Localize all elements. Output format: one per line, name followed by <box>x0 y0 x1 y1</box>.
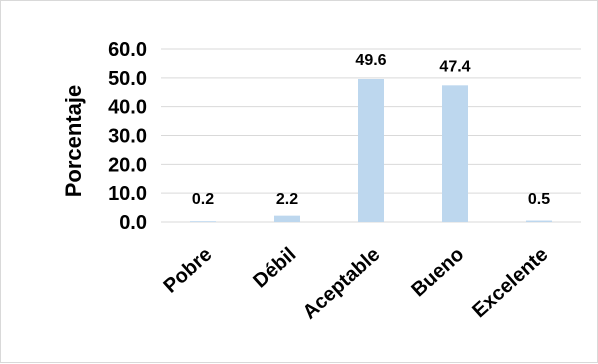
y-tick-label: 60.0 <box>108 39 147 61</box>
y-tick-label: 50.0 <box>108 68 147 90</box>
bar-pobre <box>190 221 216 222</box>
x-category-label: Débil <box>249 243 300 292</box>
bar-excelente <box>526 220 552 222</box>
bar-aceptable <box>358 78 384 222</box>
y-tick-label: 0.0 <box>119 212 147 234</box>
data-label: 0.5 <box>528 191 550 208</box>
y-tick-label: 10.0 <box>108 183 147 205</box>
x-category-label: Aceptable <box>299 243 385 323</box>
y-tick-label: 30.0 <box>108 126 147 148</box>
data-label: 49.6 <box>355 52 386 69</box>
x-category-label: Pobre <box>159 243 216 297</box>
y-tick-label: 40.0 <box>108 97 147 119</box>
x-category-label: Bueno <box>407 243 468 301</box>
data-labels: 0.2 2.2 49.6 47.4 0.5 <box>192 52 550 208</box>
data-label: 0.2 <box>192 191 214 208</box>
x-category-label: Excelente <box>468 243 552 322</box>
y-axis-title: Porcentaje <box>61 85 86 198</box>
bars <box>190 78 552 222</box>
bar-débil <box>274 215 300 222</box>
data-label: 2.2 <box>276 191 298 208</box>
data-label: 47.4 <box>439 58 470 75</box>
y-axis-tick-labels: 0.0 10.0 20.0 30.0 40.0 50.0 60.0 <box>108 39 147 234</box>
y-tick-label: 20.0 <box>108 154 147 176</box>
bar-bueno <box>442 85 468 222</box>
